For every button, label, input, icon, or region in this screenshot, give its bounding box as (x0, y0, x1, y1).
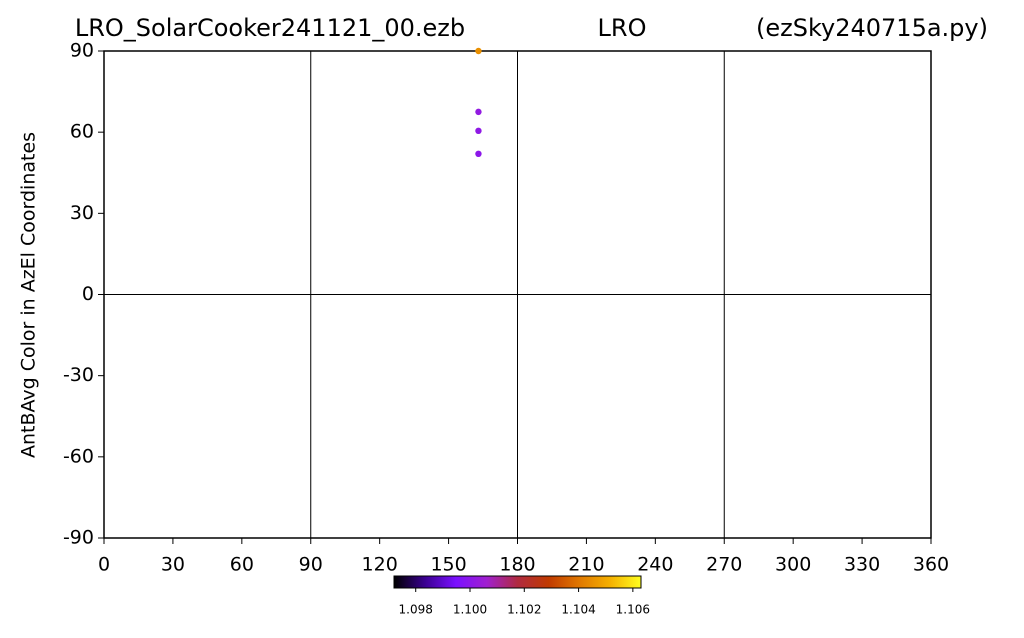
colorbar-tick-label: 1.102 (507, 603, 541, 617)
x-tick-label: 210 (568, 554, 604, 576)
x-tick-label: 90 (299, 554, 323, 576)
point (475, 47, 482, 55)
point (475, 150, 482, 158)
x-tick-label: 0 (98, 554, 110, 576)
colorbar-tick-label: 1.100 (453, 603, 487, 617)
x-tick-label: 120 (362, 554, 398, 576)
y-axis-label: AntBAvg Color in AzEl Coordinates (18, 132, 40, 458)
x-tick-label: 60 (230, 554, 254, 576)
title-script: (ezSky240715a.py) (756, 14, 988, 42)
y-tick-label: -30 (63, 364, 94, 386)
point (475, 108, 482, 116)
title-site: LRO (598, 14, 647, 42)
colorbar-tick-label: 1.104 (561, 603, 595, 617)
colorbar-tick-label: 1.098 (399, 603, 433, 617)
colorbar-tick-label: 1.106 (616, 603, 650, 617)
x-tick-label: 270 (706, 554, 742, 576)
y-tick-label: -90 (63, 527, 94, 549)
title-file: LRO_SolarCooker241121_00.ezb (75, 14, 465, 42)
point (475, 127, 482, 135)
y-tick-label: -60 (63, 445, 94, 467)
y-tick-label: 30 (70, 202, 94, 224)
y-tick-label: 90 (70, 40, 94, 62)
x-tick-label: 240 (637, 554, 673, 576)
y-tick-label: 0 (82, 283, 94, 305)
x-tick-label: 330 (844, 554, 880, 576)
x-tick-label: 150 (430, 554, 466, 576)
x-tick-label: 30 (161, 554, 185, 576)
x-tick-label: 180 (499, 554, 535, 576)
colorbar (393, 575, 642, 589)
x-tick-label: 360 (913, 554, 949, 576)
y-tick-label: 60 (70, 121, 94, 143)
x-tick-label: 300 (775, 554, 811, 576)
